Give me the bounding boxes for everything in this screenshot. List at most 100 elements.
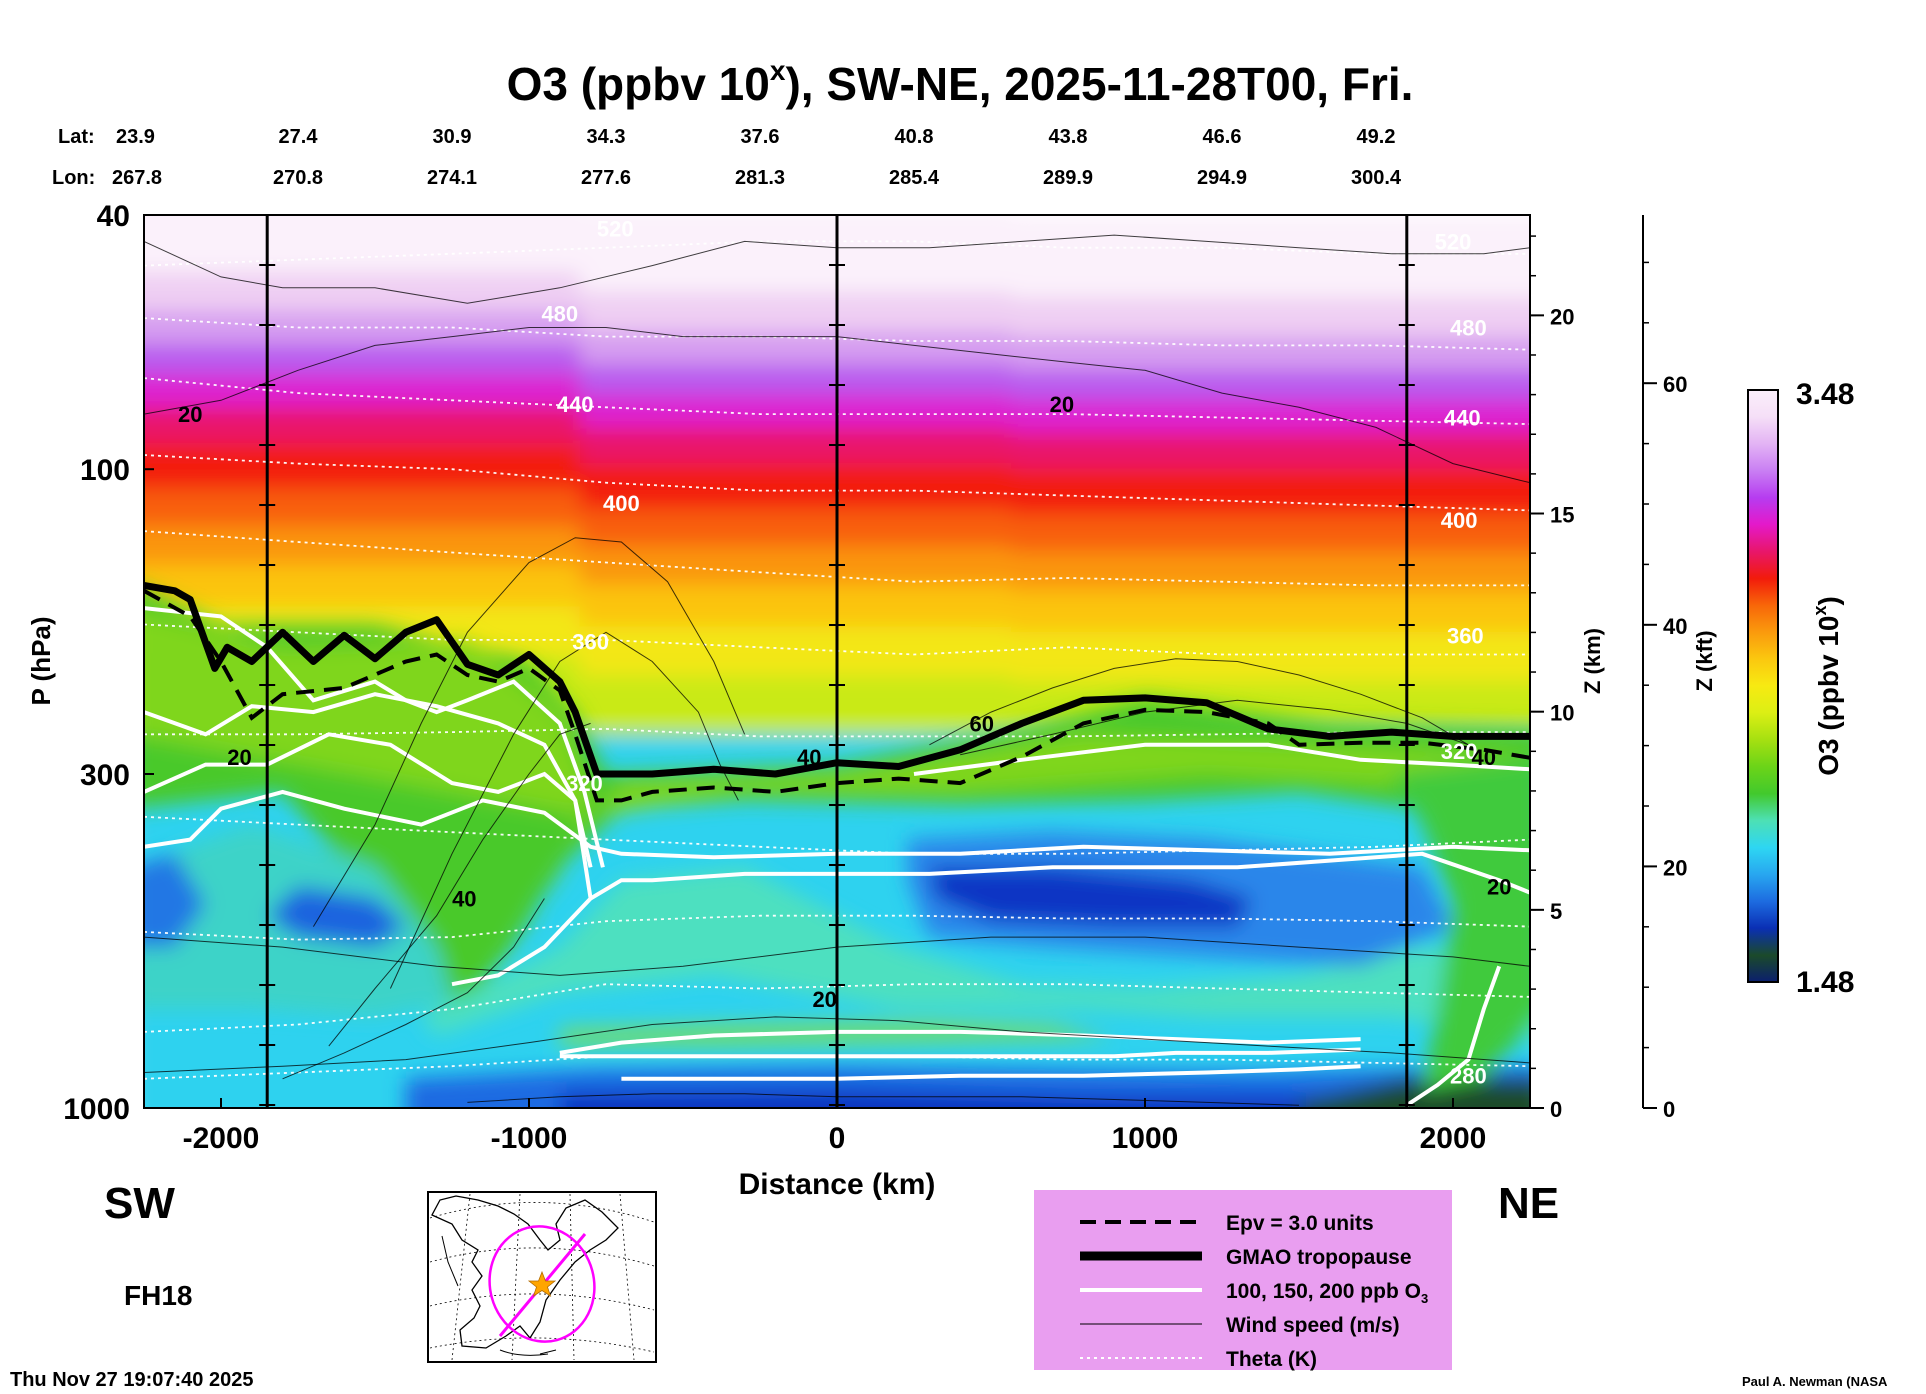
ozone-contour <box>144 789 1530 860</box>
z-kft-tick-label: 0 <box>1663 1097 1675 1122</box>
z-km-label: Z (km) <box>1580 628 1605 694</box>
vertical-markers <box>259 215 1415 1108</box>
ozone-contour <box>144 692 593 899</box>
lon-value: 270.8 <box>273 167 323 189</box>
lat-value: 30.9 <box>433 126 472 148</box>
colorbar <box>1747 389 1779 983</box>
colorbar-min-label: 1.48 <box>1796 966 1854 999</box>
ozone-contour <box>451 851 1530 987</box>
credit: Paul A. Newman (NASA <box>1742 1374 1888 1389</box>
wind-speed-label: 60 <box>970 711 994 736</box>
lat-value: 40.8 <box>895 126 934 148</box>
x-tick-label: 2000 <box>1420 1122 1487 1155</box>
z-km-tick-label: 20 <box>1550 304 1574 329</box>
map-coastline <box>431 1195 619 1349</box>
ozone-region-cyan-band <box>421 867 1530 1037</box>
ozone-region-darkblue-ne <box>929 867 1253 927</box>
theta-label: 400 <box>603 491 640 516</box>
theta-line <box>144 983 1530 1033</box>
inset-map <box>427 1191 657 1363</box>
z-km-tick-label: 0 <box>1550 1097 1562 1122</box>
wind-speed-label: 20 <box>812 987 836 1012</box>
ozone-band <box>539 675 1011 741</box>
lon-value: 285.4 <box>889 167 940 189</box>
sw-label: SW <box>104 1179 175 1228</box>
theta-label: 320 <box>1441 739 1478 764</box>
ozone-region-blue-sw <box>267 886 406 948</box>
lat-value: 46.6 <box>1203 126 1242 148</box>
colorbar-label: O3 (ppbv 10x) <box>1810 596 1844 776</box>
z-km-tick-label: 5 <box>1550 899 1562 924</box>
ozone-contour <box>913 742 1530 776</box>
wind-speed-label: 20 <box>1050 392 1074 417</box>
ozone-band <box>971 215 1530 310</box>
wind-speed-line <box>389 631 739 989</box>
z-kft-tick-label: 60 <box>1663 372 1687 397</box>
theta-label: 320 <box>566 771 603 796</box>
x-axis: -2000 -1000 0 1000 2000 <box>183 1098 1487 1155</box>
x-tick-label: -2000 <box>183 1122 260 1155</box>
ne-label: NE <box>1498 1179 1559 1228</box>
z-kft-axis: 0 20 40 60 <box>1642 215 1687 1122</box>
z-kft-tick-label: 20 <box>1663 855 1687 880</box>
ozone-band <box>539 215 1011 305</box>
x-axis-label: Distance (km) <box>739 1168 936 1201</box>
ozone-contour <box>1405 965 1502 1107</box>
y-tick-label: 300 <box>80 759 130 792</box>
lon-value: 281.3 <box>735 167 785 189</box>
theta-label: 520 <box>597 217 634 242</box>
wind-speed-label: 40 <box>1472 745 1496 770</box>
ozone-contour <box>144 732 593 868</box>
lon-value: 267.8 <box>112 167 162 189</box>
ozone-region-lightgreen <box>144 612 1530 980</box>
lon-value: 277.6 <box>581 167 631 189</box>
map-range-ellipse <box>488 1225 596 1343</box>
ozone-region-darkblue-low <box>559 1090 1530 1108</box>
y-tick-label: 40 <box>97 200 130 233</box>
x-tick-label: 1000 <box>1112 1122 1179 1155</box>
lon-values: 267.8 270.8 274.1 277.6 281.3 285.4 289.9 294.9… <box>112 167 1402 189</box>
z-km-tick-label: 10 <box>1550 701 1574 726</box>
theta-label: 360 <box>1447 623 1484 648</box>
ozone-contour <box>621 1064 1361 1081</box>
wind-speed-label: 20 <box>178 402 202 427</box>
chart-title: O3 (ppbv 10x), SW-NE, 2025-11-28T00, Fri… <box>507 55 1414 110</box>
wind-speed-line <box>929 658 1469 746</box>
theta-label: 440 <box>557 392 594 417</box>
legend-label: Epv = 3.0 units <box>1226 1212 1374 1235</box>
wind-speed-label: 20 <box>227 745 251 770</box>
x-tick-label: -1000 <box>491 1122 568 1155</box>
theta-label: 480 <box>541 301 578 326</box>
legend-label: Theta (K) <box>1226 1348 1317 1371</box>
lat-value: 49.2 <box>1357 126 1396 148</box>
z-km-axis: 0 5 10 15 20 <box>1529 215 1574 1122</box>
theta-label: 480 <box>1450 315 1487 340</box>
lat-values: 23.9 27.4 30.9 34.3 37.6 40.8 43.8 46.6 49.2 <box>116 126 1395 148</box>
wind-speed-line <box>467 1093 1300 1106</box>
lon-value: 294.9 <box>1197 167 1247 189</box>
forecast-hour-label: FH18 <box>124 1280 192 1311</box>
lon-value: 300.4 <box>1351 167 1402 189</box>
timestamp: Thu Nov 27 19:07:40 2025 <box>10 1369 253 1391</box>
epv-3pvu-line <box>144 589 1530 803</box>
lat-value: 34.3 <box>587 126 626 148</box>
colorbar-max-label: 3.48 <box>1796 378 1854 411</box>
ozone-region-blue-sw2 <box>144 853 206 948</box>
z-kft-label: Z (kft) <box>1692 630 1717 691</box>
legend-label: 100, 150, 200 ppb O3 <box>1226 1280 1428 1306</box>
ozone-region-darkgreen <box>1299 1078 1530 1108</box>
theta-label: 440 <box>1444 406 1481 431</box>
wind-speed-line <box>282 898 545 1080</box>
y-tick-label: 100 <box>80 454 130 487</box>
theta-label: 280 <box>1450 1064 1487 1089</box>
z-kft-tick-label: 40 <box>1663 614 1687 639</box>
lon-value: 289.9 <box>1043 167 1093 189</box>
ozone-band <box>144 215 580 285</box>
legend-label: GMAO tropopause <box>1226 1246 1412 1269</box>
wind-speed-line <box>312 537 746 927</box>
y-axis: 40 100 300 1000 <box>63 200 154 1126</box>
y-tick-label: 1000 <box>63 1093 130 1126</box>
wind-speed-label: 40 <box>797 745 821 770</box>
theta-label: 520 <box>1435 229 1472 254</box>
